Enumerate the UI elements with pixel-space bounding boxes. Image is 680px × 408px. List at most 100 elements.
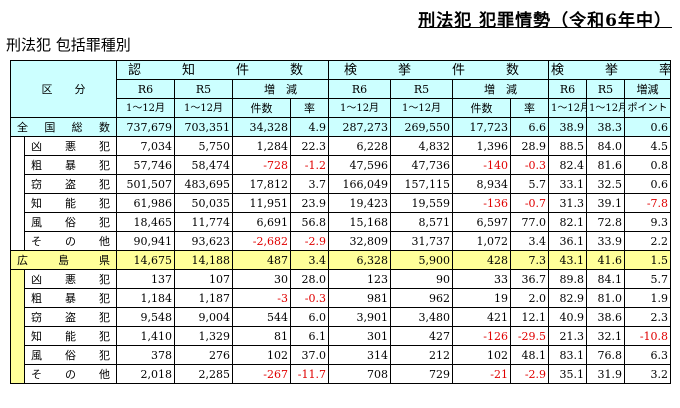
table-cell: -136: [452, 193, 512, 213]
row-label: 窃盗犯: [24, 174, 117, 194]
point-header: ポイント: [624, 98, 672, 118]
table-cell: -2.9: [289, 231, 330, 251]
table-cell: 544: [232, 307, 291, 327]
indent-spacer: [10, 326, 25, 346]
table-cell: 31,737: [390, 231, 454, 251]
table-cell: 107: [174, 269, 233, 289]
count-header: 件数: [232, 98, 291, 118]
table-cell: 3.4: [510, 231, 550, 251]
table-cell: 421: [452, 307, 512, 327]
table-cell: 18,465: [116, 212, 175, 232]
table-cell: 708: [328, 364, 392, 384]
table-cell: 31.9: [586, 364, 626, 384]
table-cell: 8,934: [452, 174, 512, 194]
table-row: 知能犯 61,986 50,035 11,951 23.9 19,423 19,559 -13…: [10, 193, 672, 213]
table-cell: 1,187: [174, 288, 233, 308]
table-cell: 1,072: [452, 231, 512, 251]
row-label: 風俗犯: [24, 345, 117, 365]
table-cell: 6.1: [289, 326, 330, 346]
table-cell: 19,559: [390, 193, 454, 213]
table-body: 全国総数 737,679 703,351 34,328 4.9 287,273 269,55…: [10, 117, 672, 384]
table-cell: 6,691: [232, 212, 291, 232]
table-cell: 90: [390, 269, 454, 289]
table-row: 風俗犯 18,465 11,774 6,691 56.8 15,168 8,571 6,597…: [10, 212, 672, 232]
row-label: 凶悪犯: [24, 269, 117, 289]
table-cell: -1.2: [289, 155, 330, 175]
table-cell: 12.1: [510, 307, 550, 327]
indent-spacer: [10, 307, 25, 327]
table-cell: -10.8: [624, 326, 672, 346]
table-row: 窃盗犯 9,548 9,004 544 6.0 3,901 3,480 421 12.1 40.9…: [10, 307, 672, 327]
rate-header: 率: [289, 98, 330, 118]
crime-statistics-table: 区 分 認 知 件 数 検 挙 件 数 検 挙 率 R6 R5 増 減 R6 R…: [10, 60, 672, 384]
table-cell: 2,018: [116, 364, 175, 384]
table-cell: 36.1: [548, 231, 588, 251]
table-cell: 166,049: [328, 174, 392, 194]
table-cell: 36.7: [510, 269, 550, 289]
table-cell: -7.8: [624, 193, 672, 213]
table-cell: 35.1: [548, 364, 588, 384]
table-cell: 33.1: [548, 174, 588, 194]
table-cell: 4,832: [390, 136, 454, 156]
table-cell: 39.1: [586, 193, 626, 213]
table-cell: 50,035: [174, 193, 233, 213]
indent-spacer: [10, 288, 25, 308]
table-cell: -0.3: [289, 288, 330, 308]
table-cell: 40.9: [548, 307, 588, 327]
r6-header: R6: [328, 79, 392, 99]
period-header: 1〜12月: [328, 98, 392, 118]
table-cell: 3,901: [328, 307, 392, 327]
table-cell: 28.9: [510, 136, 550, 156]
table-cell: 83.1: [548, 345, 588, 365]
table-cell: 287,273: [328, 117, 392, 137]
table-cell: -140: [452, 155, 512, 175]
table-cell: 61,986: [116, 193, 175, 213]
table-cell: 34,328: [232, 117, 291, 137]
table-cell: 1.9: [624, 288, 672, 308]
table-cell: 47,596: [328, 155, 392, 175]
table-cell: 38.9: [548, 117, 588, 137]
indent-spacer: [10, 174, 25, 194]
table-cell: 137: [116, 269, 175, 289]
table-cell: 428: [452, 250, 512, 270]
table-cell: 102: [232, 345, 291, 365]
table-cell: 88.5: [548, 136, 588, 156]
table-cell: 41.6: [586, 250, 626, 270]
table-cell: 6,597: [452, 212, 512, 232]
table-cell: 82.9: [548, 288, 588, 308]
table-cell: 962: [390, 288, 454, 308]
table-cell: 378: [116, 345, 175, 365]
table-subtitle: 刑法犯 包括罪種別: [6, 36, 131, 54]
page-title: 刑法犯 犯罪情勢（令和6年中）: [418, 11, 672, 31]
table-cell: 4.5: [624, 136, 672, 156]
change-header: 増 減: [231, 79, 330, 99]
table-cell: 1,410: [116, 326, 175, 346]
table-cell: 729: [390, 364, 454, 384]
table-cell: 981: [328, 288, 392, 308]
table-row: 風俗犯 378 276 102 37.0 314 212 102 48.1 83.1 76.8 6.3: [10, 345, 672, 365]
table-cell: -21: [452, 364, 512, 384]
table-cell: 11,951: [232, 193, 291, 213]
period-header: 1〜12月: [116, 98, 175, 118]
table-cell: 276: [174, 345, 233, 365]
table-cell: 90,941: [116, 231, 175, 251]
table-cell: 32.1: [586, 326, 626, 346]
table-cell: 1,329: [174, 326, 233, 346]
change-header: 増減: [624, 79, 672, 99]
period-header: 1〜12月: [390, 98, 454, 118]
table-cell: 7,034: [116, 136, 175, 156]
row-label: 凶悪犯: [24, 136, 117, 156]
r5-header: R5: [174, 79, 233, 99]
table-cell: 9,548: [116, 307, 175, 327]
table-cell: 19: [452, 288, 512, 308]
table-cell: 23.9: [289, 193, 330, 213]
indent-spacer: [10, 212, 25, 232]
table-row: その他 2,018 2,285 -267 -11.7 708 729 -21 -2.9 35.1 3…: [10, 364, 672, 384]
r5-header: R5: [390, 79, 454, 99]
table-cell: 1,184: [116, 288, 175, 308]
row-label: 知能犯: [24, 193, 117, 213]
row-label: 広島県: [10, 250, 117, 270]
table-cell: 1,284: [232, 136, 291, 156]
table-cell: 5.7: [624, 269, 672, 289]
table-cell: 157,115: [390, 174, 454, 194]
